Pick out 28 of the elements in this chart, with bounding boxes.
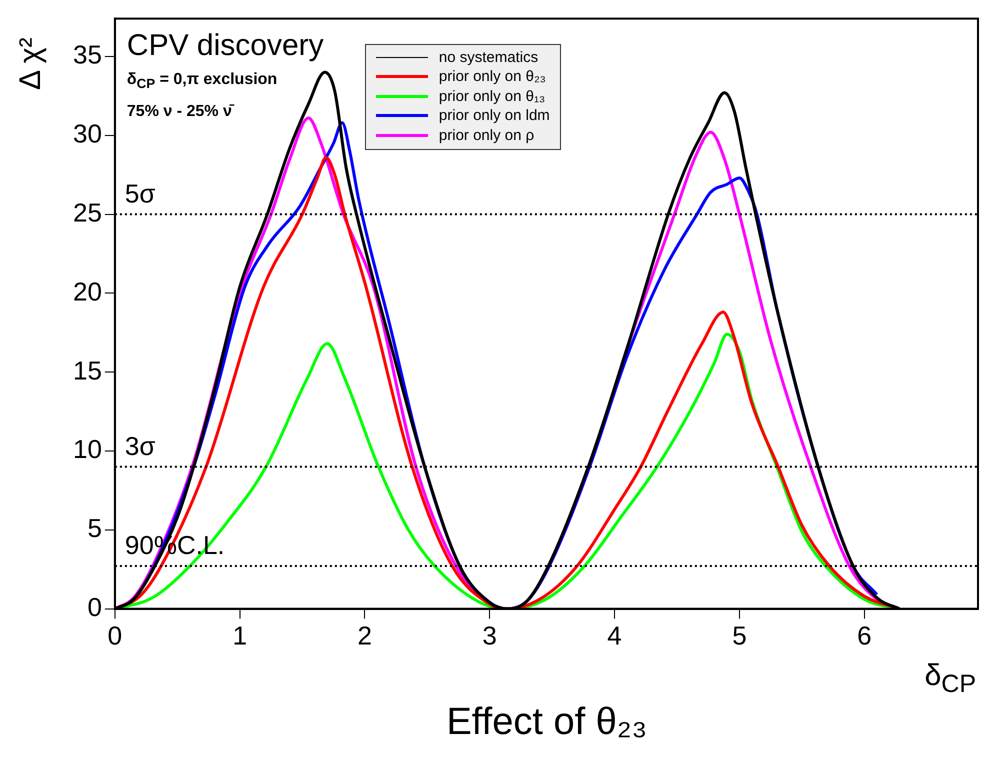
x-tick-label: 4 xyxy=(607,620,622,651)
ref-line-label: 3σ xyxy=(124,430,156,461)
legend-label: no systematics xyxy=(438,48,538,68)
y-tick-label: 25 xyxy=(73,197,102,228)
y-tick-label: 5 xyxy=(87,513,102,544)
annotation: CPV discovery xyxy=(126,28,324,63)
y-tick-label: 15 xyxy=(73,355,102,386)
legend-label: prior only on ldm xyxy=(438,106,550,126)
legend-label: prior only on θ₂₃ xyxy=(438,67,546,87)
y-tick-label: 0 xyxy=(87,592,102,622)
x-tick-label: 3 xyxy=(482,620,497,651)
ref-line-label: 5σ xyxy=(124,178,156,208)
x-tick-label: 0 xyxy=(108,620,122,651)
y-tick-label: 20 xyxy=(73,276,102,306)
x-tick-label: 2 xyxy=(357,620,372,651)
y-axis-title: Δ χ² xyxy=(14,38,48,90)
y-tick-label: 10 xyxy=(73,434,102,464)
x-tick-label: 5 xyxy=(732,620,747,651)
x-axis-title: δ$_{CP}$ xyxy=(924,658,976,699)
legend-label: prior only on θ₁₃ xyxy=(438,86,546,106)
x-tick-label: 6 xyxy=(857,620,872,651)
y-tick-label: 35 xyxy=(73,40,102,70)
legend-label: prior only on ρ xyxy=(438,126,534,146)
text: Effect of θ₂₃ xyxy=(446,700,648,744)
annotation: δ$_{CP}$ = 0,π exclusion xyxy=(126,70,278,91)
annotation: 75% ν - 25% ν̄ xyxy=(126,102,232,121)
x-tick-label: 1 xyxy=(232,620,248,651)
y-tick-label: 30 xyxy=(73,118,102,149)
